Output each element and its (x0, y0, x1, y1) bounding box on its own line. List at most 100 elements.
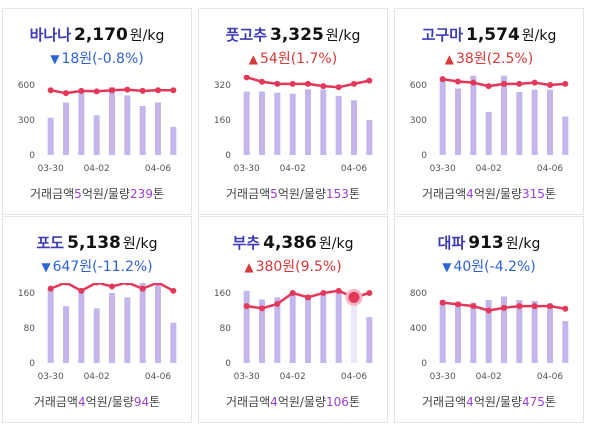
volume-bar[interactable] (305, 89, 311, 155)
volume-bar[interactable] (439, 80, 446, 155)
volume-bar[interactable] (501, 296, 507, 364)
price-point-active[interactable] (345, 288, 363, 306)
price-point[interactable] (289, 80, 296, 87)
price-point[interactable] (439, 299, 446, 306)
volume-bar[interactable] (170, 322, 177, 363)
volume-bar[interactable] (531, 89, 538, 155)
price-point[interactable] (366, 290, 373, 296)
volume-bar[interactable] (124, 297, 131, 363)
price-point[interactable] (259, 78, 265, 85)
price-point[interactable] (485, 307, 492, 314)
volume-bar[interactable] (439, 300, 446, 363)
price-point[interactable] (320, 290, 327, 296)
volume-bar[interactable] (335, 293, 342, 363)
volume-bar[interactable] (170, 127, 177, 155)
volume-bar[interactable] (109, 87, 115, 155)
price-point[interactable] (351, 80, 357, 87)
volume-bar[interactable] (501, 75, 507, 155)
price-point[interactable] (455, 301, 461, 308)
volume-bar[interactable] (63, 306, 69, 363)
volume-bar[interactable] (155, 283, 161, 363)
price-point[interactable] (501, 80, 507, 87)
price-card[interactable]: 고구마 1,574 원/kg ▲ 38원(2.5%) 600 300 0 03-30 04-02 0… (394, 8, 584, 215)
price-point[interactable] (470, 79, 477, 86)
price-point[interactable] (47, 285, 54, 292)
price-point[interactable] (320, 83, 327, 90)
volume-bar[interactable] (547, 89, 553, 155)
price-point[interactable] (139, 285, 146, 292)
price-point[interactable] (63, 90, 69, 97)
volume-bar[interactable] (47, 117, 54, 155)
price-card[interactable]: 부추 4,386 원/kg ▲ 380원(9.5%) 160 80 0 03-30 04-02 04… (198, 216, 388, 423)
price-point[interactable] (501, 304, 507, 311)
price-point[interactable] (139, 87, 146, 94)
price-point[interactable] (243, 303, 250, 310)
volume-bar[interactable] (243, 290, 250, 363)
volume-bar[interactable] (366, 120, 373, 155)
volume-bar[interactable] (320, 89, 327, 155)
volume-bar[interactable] (93, 308, 100, 363)
volume-bar[interactable] (93, 115, 100, 155)
volume-bar[interactable] (335, 95, 342, 155)
price-point[interactable] (243, 75, 250, 81)
price-point[interactable] (562, 305, 569, 312)
volume-bar[interactable] (455, 88, 461, 156)
price-point[interactable] (547, 303, 553, 310)
volume-bar[interactable] (259, 299, 265, 363)
price-card[interactable]: 포도 5,138 원/kg ▼ 647원(-11.2%) 160 80 0 03-30 04-02… (2, 216, 192, 423)
price-point[interactable] (305, 80, 311, 87)
price-point[interactable] (155, 87, 161, 94)
price-point[interactable] (124, 283, 131, 286)
price-point[interactable] (259, 305, 265, 312)
price-card[interactable]: 대파 913 원/kg ▼ 40원(-4.2%) 800 400 0 03-30 04-02 04-… (394, 216, 584, 423)
price-point[interactable] (470, 303, 477, 310)
volume-bar[interactable] (289, 293, 296, 363)
volume-bar[interactable] (562, 116, 569, 156)
price-point[interactable] (455, 78, 461, 85)
volume-bar[interactable] (455, 301, 461, 363)
price-point[interactable] (78, 287, 85, 294)
price-point[interactable] (531, 79, 538, 86)
volume-bar[interactable] (531, 300, 538, 363)
price-point[interactable] (547, 82, 553, 88)
volume-bar[interactable] (243, 91, 250, 155)
volume-bar[interactable] (351, 100, 357, 155)
price-point[interactable] (562, 80, 569, 87)
price-point[interactable] (485, 83, 492, 90)
volume-bar[interactable] (274, 297, 281, 363)
price-point[interactable] (47, 87, 54, 94)
price-point[interactable] (335, 84, 342, 91)
volume-bar[interactable] (516, 300, 523, 363)
volume-bar[interactable] (470, 302, 477, 363)
volume-bar[interactable] (274, 92, 281, 155)
volume-bar[interactable] (516, 92, 523, 155)
volume-bar[interactable] (155, 102, 161, 156)
price-point[interactable] (93, 283, 100, 286)
price-card[interactable]: 풋고추 3,325 원/kg ▲ 54원(1.7%) 320 160 0 03-30 04-02 0… (198, 8, 388, 215)
volume-bar[interactable] (562, 321, 569, 363)
volume-bar[interactable] (351, 299, 357, 363)
price-point[interactable] (366, 77, 373, 84)
price-point[interactable] (335, 287, 342, 294)
volume-bar[interactable] (47, 288, 54, 363)
volume-bar[interactable] (485, 300, 492, 363)
volume-bar[interactable] (124, 95, 131, 156)
price-point[interactable] (516, 80, 523, 87)
volume-bar[interactable] (139, 106, 146, 155)
price-point[interactable] (109, 87, 115, 94)
volume-bar[interactable] (289, 93, 296, 155)
volume-bar[interactable] (485, 111, 492, 155)
volume-bar[interactable] (320, 295, 327, 363)
volume-bar[interactable] (305, 297, 311, 363)
price-point[interactable] (274, 300, 281, 307)
price-point[interactable] (531, 303, 538, 310)
volume-bar[interactable] (366, 317, 373, 363)
volume-bar[interactable] (547, 303, 553, 364)
price-point[interactable] (170, 287, 177, 294)
price-point[interactable] (439, 76, 446, 83)
price-point[interactable] (109, 283, 115, 290)
price-point[interactable] (516, 303, 523, 310)
price-point[interactable] (155, 283, 161, 286)
price-card[interactable]: 바나나 2,170 원/kg ▼ 18원(-0.8%) 600 300 0 03-30 04-02… (2, 8, 192, 215)
volume-bar[interactable] (259, 91, 265, 155)
